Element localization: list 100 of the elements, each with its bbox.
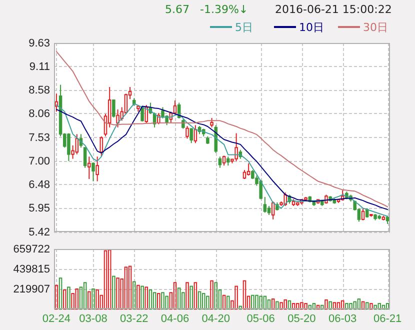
candlestick	[259, 179, 262, 200]
bar	[108, 249, 112, 310]
bar	[62, 289, 66, 310]
bar	[92, 288, 95, 310]
bar	[386, 303, 390, 310]
bar	[259, 296, 262, 310]
candlestick	[161, 106, 164, 119]
bar	[365, 302, 369, 310]
candlestick	[92, 162, 95, 182]
candlestick	[234, 132, 238, 162]
y-tick-label: 9.11	[29, 60, 50, 73]
bar	[288, 300, 292, 310]
bar	[136, 284, 140, 310]
bar	[332, 302, 336, 310]
bar	[357, 298, 361, 310]
candlestick	[173, 100, 177, 114]
candlestick	[190, 128, 193, 144]
bar	[226, 296, 230, 310]
bar	[336, 302, 340, 310]
bar	[242, 280, 246, 310]
text: 5.67	[165, 3, 190, 16]
bar	[308, 304, 312, 310]
y-tick-label: 8.06	[28, 108, 50, 120]
bar	[382, 304, 386, 310]
bar	[144, 286, 148, 310]
bar	[198, 291, 202, 310]
bar	[370, 303, 373, 310]
x-tick-label: 04-20	[202, 312, 230, 325]
bar	[214, 282, 218, 310]
bar	[88, 291, 91, 310]
legend-label: 5日	[235, 21, 253, 34]
bar	[292, 303, 296, 310]
x-tick-label: 02-24	[42, 312, 71, 325]
bar	[284, 299, 287, 310]
candlestick	[218, 156, 222, 168]
x-tick-label: 05-06	[246, 312, 275, 325]
x-tick-label: 03-22	[120, 312, 148, 325]
bar	[238, 306, 242, 310]
bar	[280, 302, 283, 310]
bar	[161, 292, 164, 310]
candlestick	[116, 108, 120, 128]
bar	[186, 282, 189, 310]
y-tick-label: 7.53	[28, 132, 50, 144]
candlestick	[263, 196, 267, 214]
bar	[251, 294, 254, 310]
bar	[173, 282, 177, 310]
candlestick	[100, 136, 104, 158]
bar	[255, 294, 258, 310]
x-tick-label: 06-21	[373, 312, 402, 325]
candlestick	[222, 155, 226, 166]
bar	[361, 301, 365, 310]
bar	[378, 303, 382, 310]
bar	[194, 282, 198, 310]
bar	[148, 289, 152, 310]
bar	[140, 286, 144, 310]
bar	[54, 284, 58, 310]
candlestick	[83, 147, 87, 168]
bar	[340, 300, 344, 310]
bar	[157, 293, 160, 310]
bar	[345, 303, 348, 310]
y-tick-label: 8.58	[28, 84, 50, 97]
legend-label: 10日	[299, 21, 324, 34]
bar	[96, 289, 99, 310]
bar	[132, 281, 136, 310]
bar	[190, 286, 193, 310]
bar	[83, 282, 87, 310]
bar	[328, 301, 332, 310]
candlestick	[194, 124, 198, 144]
bar	[165, 296, 168, 310]
bar	[177, 288, 181, 310]
candlestick	[361, 208, 365, 221]
candlestick	[96, 156, 99, 182]
x-tick-label: 04-06	[160, 312, 190, 325]
candlestick	[246, 162, 250, 176]
bar	[353, 301, 356, 310]
bar	[304, 303, 308, 310]
bar	[112, 276, 116, 310]
bar	[271, 298, 275, 310]
bar	[300, 302, 304, 310]
bar	[152, 292, 156, 310]
y-tick-label: 439815	[13, 264, 50, 276]
bar	[206, 296, 210, 310]
x-tick-label: 06-03	[328, 312, 357, 325]
bar	[316, 304, 320, 310]
bar	[58, 278, 62, 310]
bar	[234, 286, 238, 310]
y-tick-label: 9.63	[28, 38, 50, 50]
x-tick-label: 05-20	[288, 312, 316, 325]
text: 2016-06-21 15:00:22	[275, 3, 392, 16]
candlestick	[144, 104, 148, 124]
candlestick	[67, 132, 70, 162]
y-tick-label: 7.00	[28, 156, 50, 168]
y-tick-label: 6.48	[28, 178, 50, 191]
bar	[263, 296, 267, 310]
bar	[202, 293, 206, 310]
bar	[210, 280, 214, 310]
bar	[296, 303, 300, 310]
bar	[374, 304, 377, 310]
bar	[67, 286, 70, 310]
bar	[267, 299, 271, 310]
